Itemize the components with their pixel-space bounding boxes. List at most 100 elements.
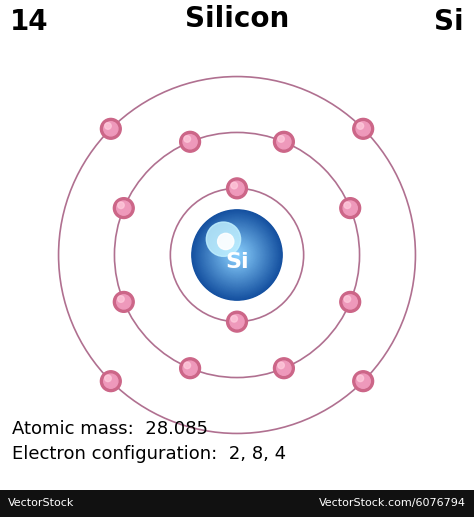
- Circle shape: [218, 233, 234, 250]
- Circle shape: [216, 234, 258, 276]
- Circle shape: [224, 242, 250, 268]
- Circle shape: [278, 362, 284, 369]
- Circle shape: [205, 223, 269, 286]
- Circle shape: [210, 229, 264, 281]
- Circle shape: [204, 222, 270, 288]
- Circle shape: [198, 216, 276, 294]
- Circle shape: [214, 232, 260, 278]
- Circle shape: [196, 214, 278, 296]
- Circle shape: [105, 123, 111, 129]
- Circle shape: [273, 131, 294, 152]
- Circle shape: [215, 233, 259, 277]
- Circle shape: [184, 362, 191, 369]
- Circle shape: [183, 135, 197, 149]
- Circle shape: [230, 314, 244, 329]
- Circle shape: [353, 118, 374, 139]
- Circle shape: [180, 358, 201, 378]
- Circle shape: [196, 215, 278, 296]
- Circle shape: [104, 374, 118, 388]
- Text: Silicon: Silicon: [185, 5, 289, 33]
- Text: Electron configuration:  2, 8, 4: Electron configuration: 2, 8, 4: [12, 445, 286, 463]
- Circle shape: [213, 231, 261, 279]
- Circle shape: [223, 241, 251, 268]
- Circle shape: [233, 251, 241, 259]
- Circle shape: [277, 135, 291, 149]
- Circle shape: [195, 213, 279, 297]
- Text: VectorStock: VectorStock: [8, 498, 74, 508]
- Circle shape: [117, 201, 131, 215]
- Circle shape: [207, 225, 267, 285]
- Circle shape: [344, 296, 351, 302]
- Circle shape: [340, 197, 361, 219]
- Circle shape: [201, 219, 273, 291]
- Circle shape: [227, 178, 247, 199]
- Circle shape: [340, 292, 361, 312]
- Circle shape: [227, 245, 247, 265]
- Text: 14: 14: [10, 8, 49, 36]
- Circle shape: [232, 250, 242, 260]
- Circle shape: [231, 315, 237, 322]
- Circle shape: [201, 220, 273, 291]
- Circle shape: [194, 212, 280, 298]
- Circle shape: [223, 241, 251, 269]
- Circle shape: [193, 211, 281, 299]
- Circle shape: [117, 295, 131, 309]
- Circle shape: [227, 311, 247, 332]
- Circle shape: [208, 225, 266, 284]
- Text: Si: Si: [225, 252, 249, 272]
- Circle shape: [203, 221, 271, 289]
- Circle shape: [113, 292, 134, 312]
- Circle shape: [344, 202, 351, 208]
- Circle shape: [184, 135, 191, 142]
- Circle shape: [118, 202, 124, 208]
- Circle shape: [192, 210, 282, 299]
- Circle shape: [218, 236, 256, 274]
- Circle shape: [230, 181, 244, 195]
- Bar: [0, 490, 474, 517]
- Circle shape: [277, 361, 291, 375]
- Circle shape: [104, 121, 118, 136]
- Circle shape: [105, 375, 111, 382]
- Circle shape: [343, 201, 357, 215]
- Circle shape: [219, 237, 255, 273]
- Circle shape: [100, 371, 121, 391]
- Circle shape: [236, 254, 238, 256]
- Circle shape: [219, 238, 255, 272]
- Circle shape: [235, 253, 239, 257]
- Circle shape: [200, 217, 274, 293]
- Circle shape: [356, 374, 370, 388]
- Circle shape: [100, 118, 121, 139]
- Circle shape: [212, 230, 262, 280]
- Circle shape: [229, 248, 245, 263]
- Circle shape: [225, 243, 249, 267]
- Circle shape: [278, 135, 284, 142]
- Circle shape: [357, 123, 364, 129]
- Circle shape: [222, 240, 252, 270]
- Circle shape: [273, 358, 294, 378]
- Circle shape: [232, 250, 242, 260]
- Circle shape: [202, 220, 272, 290]
- Circle shape: [353, 371, 374, 391]
- Circle shape: [234, 252, 240, 258]
- Circle shape: [220, 238, 254, 271]
- Circle shape: [209, 226, 265, 284]
- Circle shape: [206, 222, 241, 256]
- Text: VectorStock.com/6076794: VectorStock.com/6076794: [319, 498, 466, 508]
- Circle shape: [180, 131, 201, 152]
- Circle shape: [221, 239, 253, 271]
- Circle shape: [231, 249, 243, 261]
- Circle shape: [343, 295, 357, 309]
- Circle shape: [209, 227, 265, 283]
- Text: Atomic mass:  28.085: Atomic mass: 28.085: [12, 420, 208, 438]
- Circle shape: [210, 228, 264, 282]
- Circle shape: [199, 217, 275, 293]
- Circle shape: [192, 210, 282, 300]
- Circle shape: [356, 121, 370, 136]
- Circle shape: [118, 296, 124, 302]
- Circle shape: [229, 247, 245, 263]
- Circle shape: [197, 215, 277, 295]
- Circle shape: [217, 235, 257, 276]
- Circle shape: [206, 224, 268, 286]
- Circle shape: [230, 248, 244, 262]
- Circle shape: [228, 246, 246, 264]
